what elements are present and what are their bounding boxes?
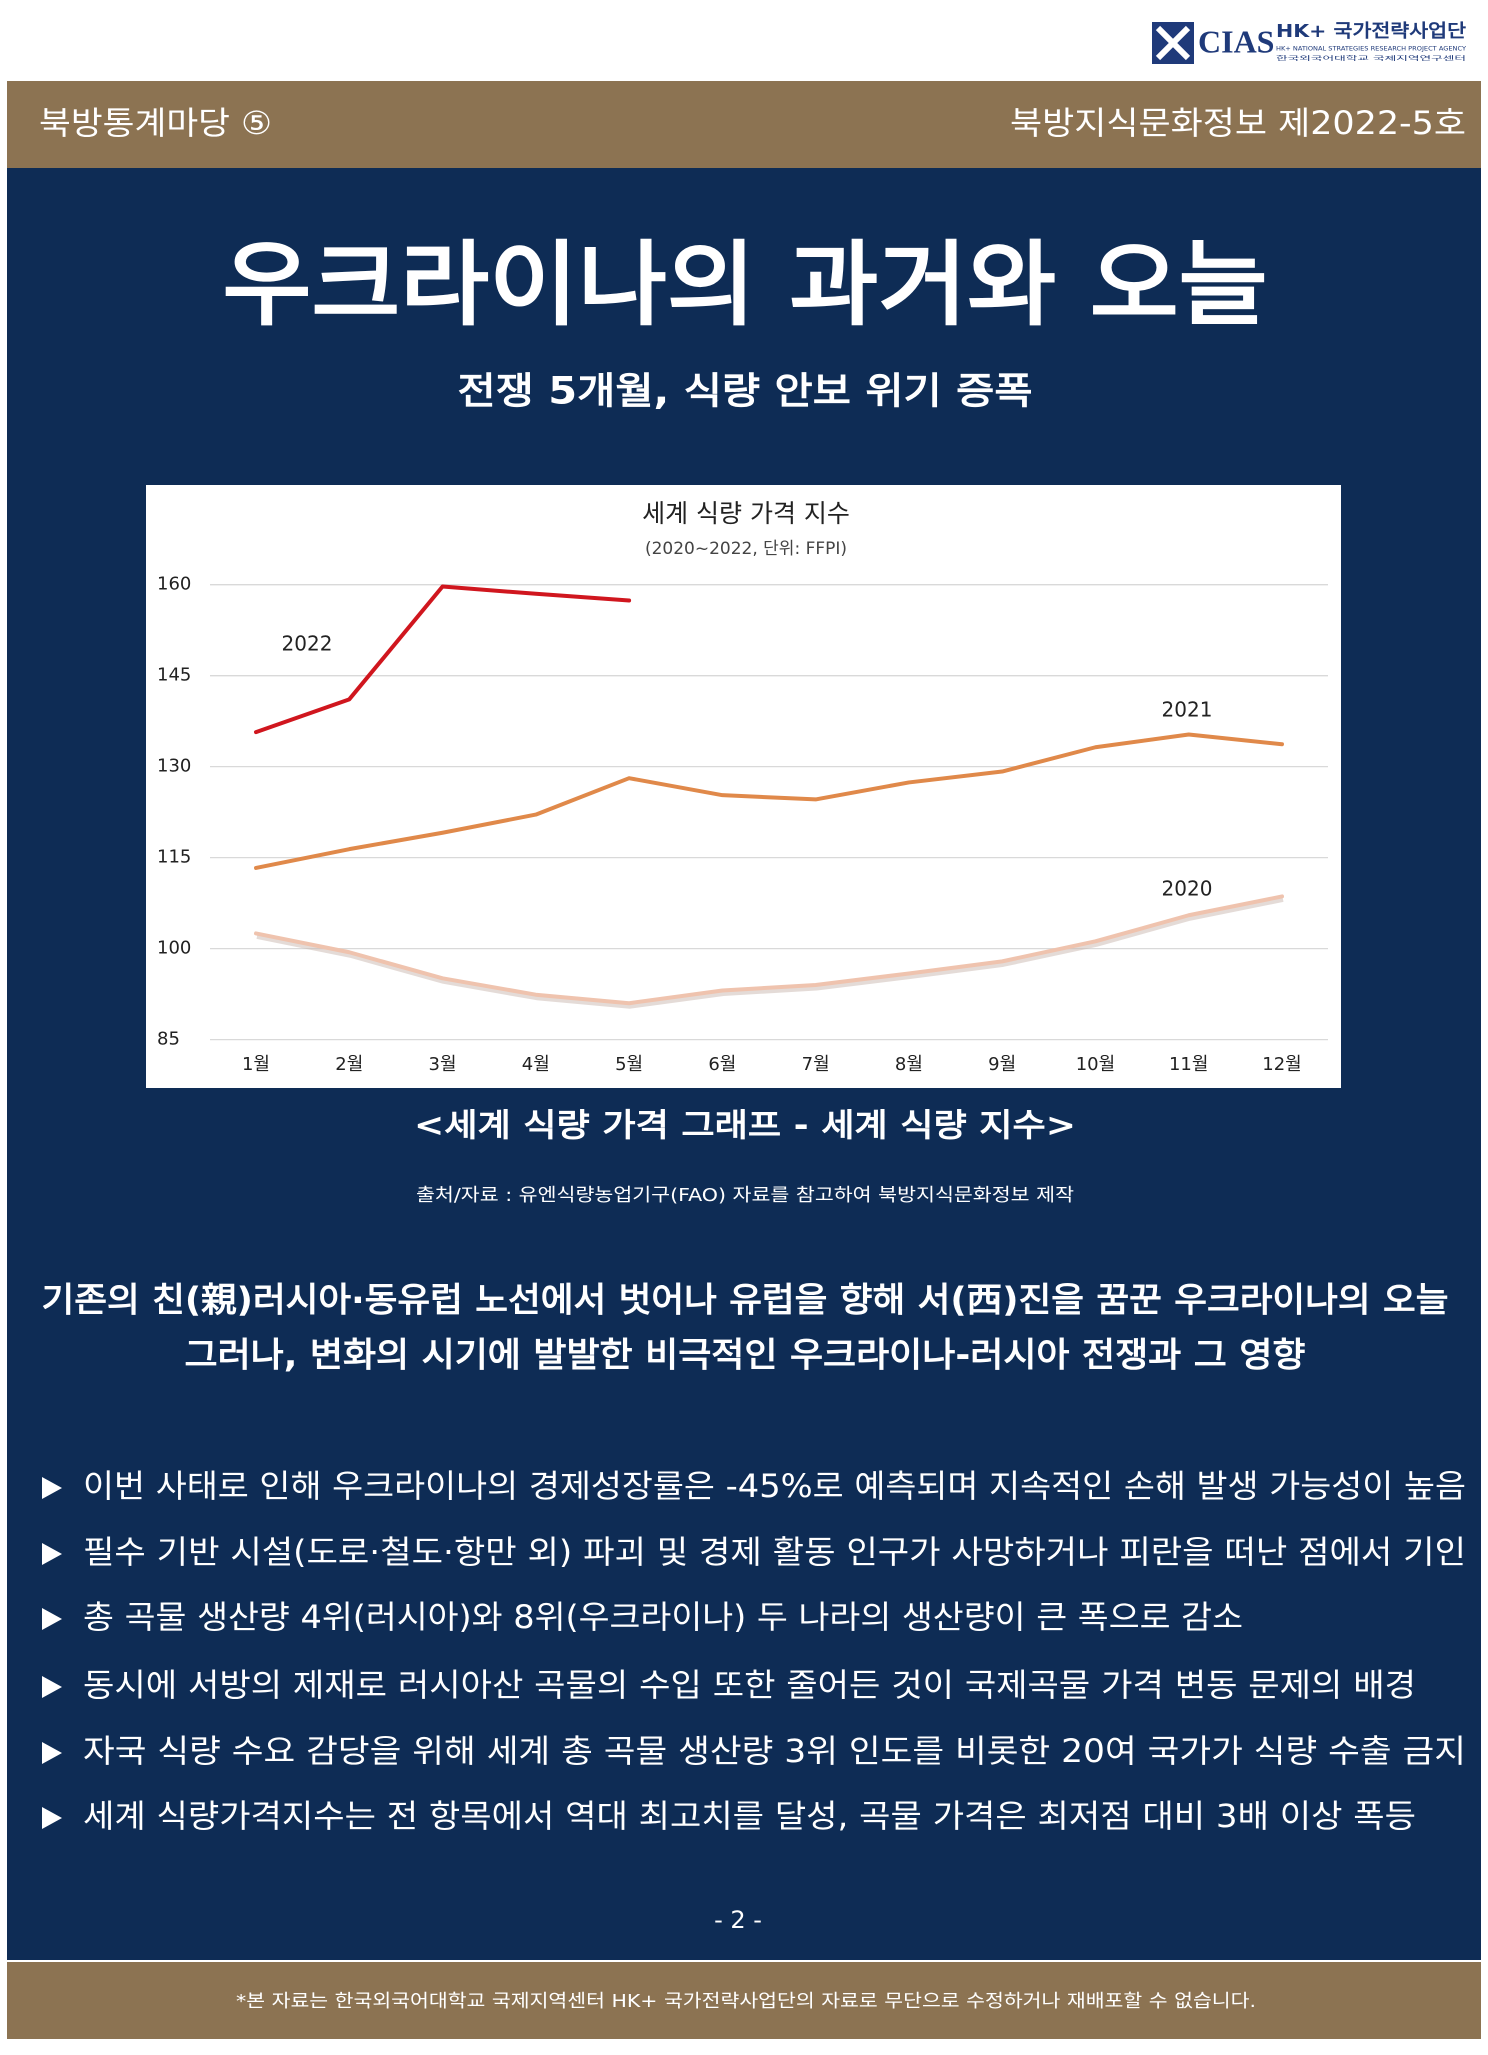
logo: CIAS HK+ 국가전략사업단 HK+ NATIONAL STRATEGIES…	[1152, 21, 1467, 64]
bullet-list: 이번 사태로 인해 우크라이나의 경제성장률은 -45%로 예측되며 지속적인 …	[42, 1467, 1466, 1835]
y-tick-label: 160	[157, 574, 191, 595]
y-tick-label: 115	[157, 847, 191, 868]
bullet-marker	[42, 1608, 62, 1630]
series-line-shadow	[256, 897, 1284, 1009]
x-tick-label: 6월	[708, 1054, 736, 1075]
x-tick-label: 10월	[1076, 1054, 1115, 1075]
logo-name: HK+ 국가전략사업단	[1276, 21, 1467, 42]
x-tick-label: 11월	[1169, 1054, 1208, 1075]
source-note: 출처/자료 : 유엔식량농업기구(FAO) 자료를 참고하여 북방지식문화정보 …	[416, 1185, 1074, 1206]
bullet-text: 필수 기반 시설(도로·철도·항만 외) 파괴 및 경제 활동 인구가 사망하거…	[83, 1533, 1466, 1571]
bullet-text: 이번 사태로 인해 우크라이나의 경제성장률은 -45%로 예측되며 지속적인 …	[83, 1467, 1466, 1505]
intro-line: 그러나, 변화의 시기에 발발한 비극적인 우크라이나-러시아 전쟁과 그 영향	[185, 1336, 1306, 1376]
y-tick-label: 130	[157, 756, 191, 777]
logo-mark: CIAS	[1198, 23, 1274, 59]
x-tick-label: 1월	[242, 1054, 270, 1075]
series-line	[254, 732, 1284, 870]
bullet-marker	[42, 1477, 62, 1499]
x-tick-label: 2월	[335, 1054, 363, 1075]
series-label: 2022	[282, 632, 333, 656]
logo-korean: 한국외국어대학교 국제지역연구센터	[1276, 55, 1466, 63]
bullet-marker	[42, 1543, 62, 1565]
bullet-marker	[42, 1676, 62, 1698]
main-title: 우크라이나의 과거와 오늘	[223, 231, 1268, 338]
x-tick-label: 7월	[802, 1054, 830, 1075]
header-section: 북방통계마당 ⑤	[39, 104, 272, 142]
footer-bar	[7, 1962, 1481, 2039]
bullet-text: 총 곡물 생산량 4위(러시아)와 8위(우크라이나) 두 나라의 생산량이 큰…	[83, 1598, 1243, 1636]
header-bar	[7, 81, 1481, 168]
chart-caption: <세계 식량 가격 그래프 - 세계 식량 지수>	[414, 1106, 1076, 1144]
chart: 85 100 115 130 145 160 1월 2월 3월 4월 5월 6월 7월 8월 9월 10월 11…	[157, 574, 1328, 1075]
bullet-marker	[42, 1807, 62, 1829]
bullet-marker	[42, 1742, 62, 1764]
footer-note: *본 자료는 한국외국어대학교 국제지역센터 HK+ 국가전략사업단의 자료로 …	[236, 1991, 1256, 2012]
main-subtitle: 전쟁 5개월, 식량 안보 위기 증폭	[458, 370, 1033, 413]
y-tick-label: 85	[157, 1029, 180, 1050]
x-tick-label: 9월	[988, 1054, 1016, 1075]
intro-line: 기존의 친(親)러시아·동유럽 노선에서 벗어나 유럽을 향해 서(西)진을 꿈…	[42, 1281, 1449, 1321]
logo-icon-cross	[1155, 25, 1191, 61]
bullet-text: 동시에 서방의 제재로 러시아산 곡물의 수입 또한 줄어든 것이 국제곡물 가…	[83, 1666, 1416, 1704]
y-tick-label: 145	[157, 665, 191, 686]
x-tick-label: 12월	[1262, 1054, 1301, 1075]
x-tick-label: 4월	[522, 1054, 550, 1075]
chart-panel	[146, 485, 1341, 1088]
chart-title: 세계 식량 가격 지수	[642, 499, 850, 528]
x-tick-label: 5월	[615, 1054, 643, 1075]
y-tick-label: 100	[157, 938, 191, 959]
chart-subtitle: (2020~2022, 단위: FFPI)	[645, 539, 847, 559]
bullet-text: 자국 식량 수요 감당을 위해 세계 총 곡물 생산량 3위 인도를 비롯한 2…	[83, 1732, 1466, 1770]
bullet-text: 세계 식량가격지수는 전 항목에서 역대 최고치를 달성, 곡물 가격은 최저점…	[83, 1797, 1416, 1835]
x-tick-label: 3월	[429, 1054, 457, 1075]
series-line	[254, 584, 632, 735]
page-number: - 2 -	[714, 1906, 762, 1934]
series-label: 2020	[1162, 877, 1213, 901]
x-tick-label: 8월	[895, 1054, 923, 1075]
series-line	[254, 894, 1284, 1006]
logo-english: HK+ NATIONAL STRATEGIES RESEARCH PROJECT…	[1276, 46, 1466, 53]
series-label: 2021	[1162, 698, 1213, 722]
header-issue: 북방지식문화정보 제2022-5호	[1010, 104, 1466, 142]
